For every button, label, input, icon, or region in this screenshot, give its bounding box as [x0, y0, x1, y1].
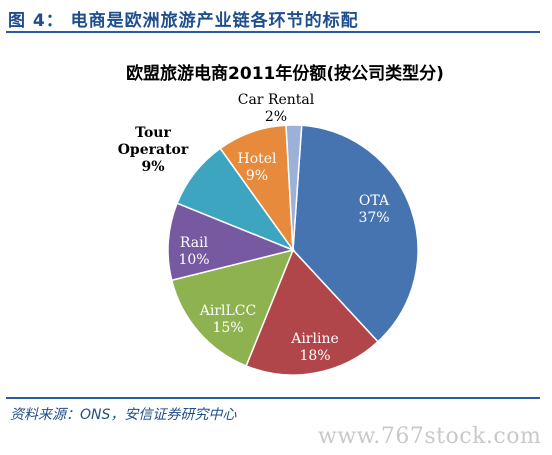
slice-name-tour-operator: Tour: [135, 125, 171, 141]
chart-title: 欧盟旅游电商2011年份额(按公司类型分): [126, 63, 444, 84]
slice-label-ota: OTA 37%: [358, 193, 390, 226]
slice-label-rail: Rail 10%: [178, 235, 209, 268]
slice-value-car-rental: 2%: [265, 109, 287, 125]
slice-value-airline: 18%: [299, 348, 330, 364]
slice-name-airllcc: AirlLCC: [199, 303, 256, 319]
slice-label-car-rental: Car Rental 2%: [238, 92, 315, 125]
source-note: 资料来源：ONS，安信证券研究中心: [10, 407, 237, 423]
pie-slice-airline: [245, 248, 379, 376]
slice-label-hotel: Hotel 9%: [237, 151, 277, 184]
pie-slice-car-rental: [285, 124, 303, 251]
slice-name-hotel: Hotel: [237, 151, 277, 167]
slice-name-airline: Airline: [290, 331, 339, 347]
slice-name-rail: Rail: [180, 235, 209, 251]
top-divider: [6, 31, 540, 33]
slice-label-tour-operator: Tour Operator 9%: [118, 125, 189, 175]
pie-slice-airllcc: [170, 248, 295, 367]
slice-value-airllcc: 15%: [212, 320, 243, 336]
slice-label-airline: Airline 18%: [290, 331, 339, 364]
watermark: www.767stock.com: [318, 424, 542, 449]
slice-value-hotel: 9%: [246, 168, 268, 184]
slice-value-tour-operator: 9%: [141, 159, 164, 175]
slice-name-ota: OTA: [359, 193, 390, 209]
figure-title: 图 4： 电商是欧洲旅游产业链各环节的标配: [8, 11, 359, 31]
pie-slice-ota: [292, 124, 419, 343]
slice-label-airllcc: AirlLCC 15%: [199, 303, 256, 336]
pie-slice-rail: [167, 202, 296, 282]
slice-value-rail: 10%: [178, 252, 209, 268]
bottom-divider: [6, 397, 540, 399]
slice-name-car-rental: Car Rental: [238, 92, 315, 108]
slice-value-ota: 37%: [358, 210, 389, 226]
pie-chart: 欧盟旅游电商2011年份额(按公司类型分) OTA 37%Airline 18%Ai…: [118, 63, 444, 376]
slice-name-tour-operator: Operator: [118, 142, 189, 158]
